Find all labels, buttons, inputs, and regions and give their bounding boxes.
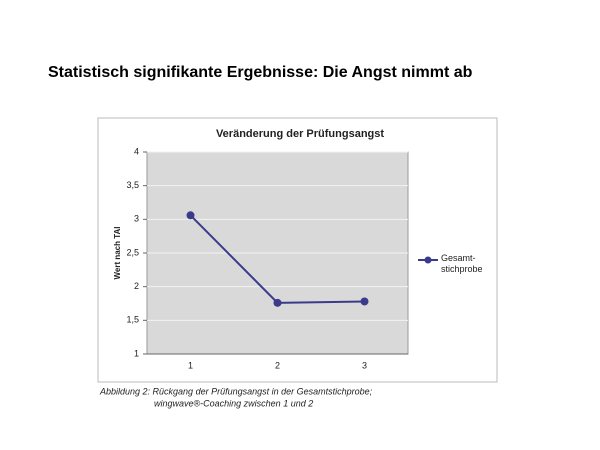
caption-line: wingwave®-Coaching zwischen 1 und 2 xyxy=(154,398,313,408)
y-tick-label: 1,5 xyxy=(126,315,139,325)
slide-title: Statistisch signifikante Ergebnisse: Die… xyxy=(48,64,473,81)
y-tick-label: 3 xyxy=(134,214,139,224)
chart-title: Veränderung der Prüfungsangst xyxy=(216,128,384,140)
x-tick-label: 2 xyxy=(275,360,280,370)
x-tick-label: 1 xyxy=(188,360,193,370)
legend-marker xyxy=(424,256,432,264)
marker xyxy=(273,298,282,307)
y-tick-label: 2,5 xyxy=(126,247,139,257)
marker xyxy=(360,297,369,306)
y-tick-label: 2 xyxy=(134,281,139,291)
y-axis-label: Wert nach TAI xyxy=(113,226,122,279)
x-tick-label: 3 xyxy=(362,360,367,370)
y-tick-label: 3,5 xyxy=(126,180,139,190)
marker xyxy=(186,211,195,220)
legend-label: Gesamt- stichprobe xyxy=(441,253,483,274)
y-tick-label: 4 xyxy=(134,146,139,156)
caption-line: Abbildung 2: Rückgang der Prüfungsangst … xyxy=(99,386,373,396)
y-tick-label: 1 xyxy=(134,348,139,358)
